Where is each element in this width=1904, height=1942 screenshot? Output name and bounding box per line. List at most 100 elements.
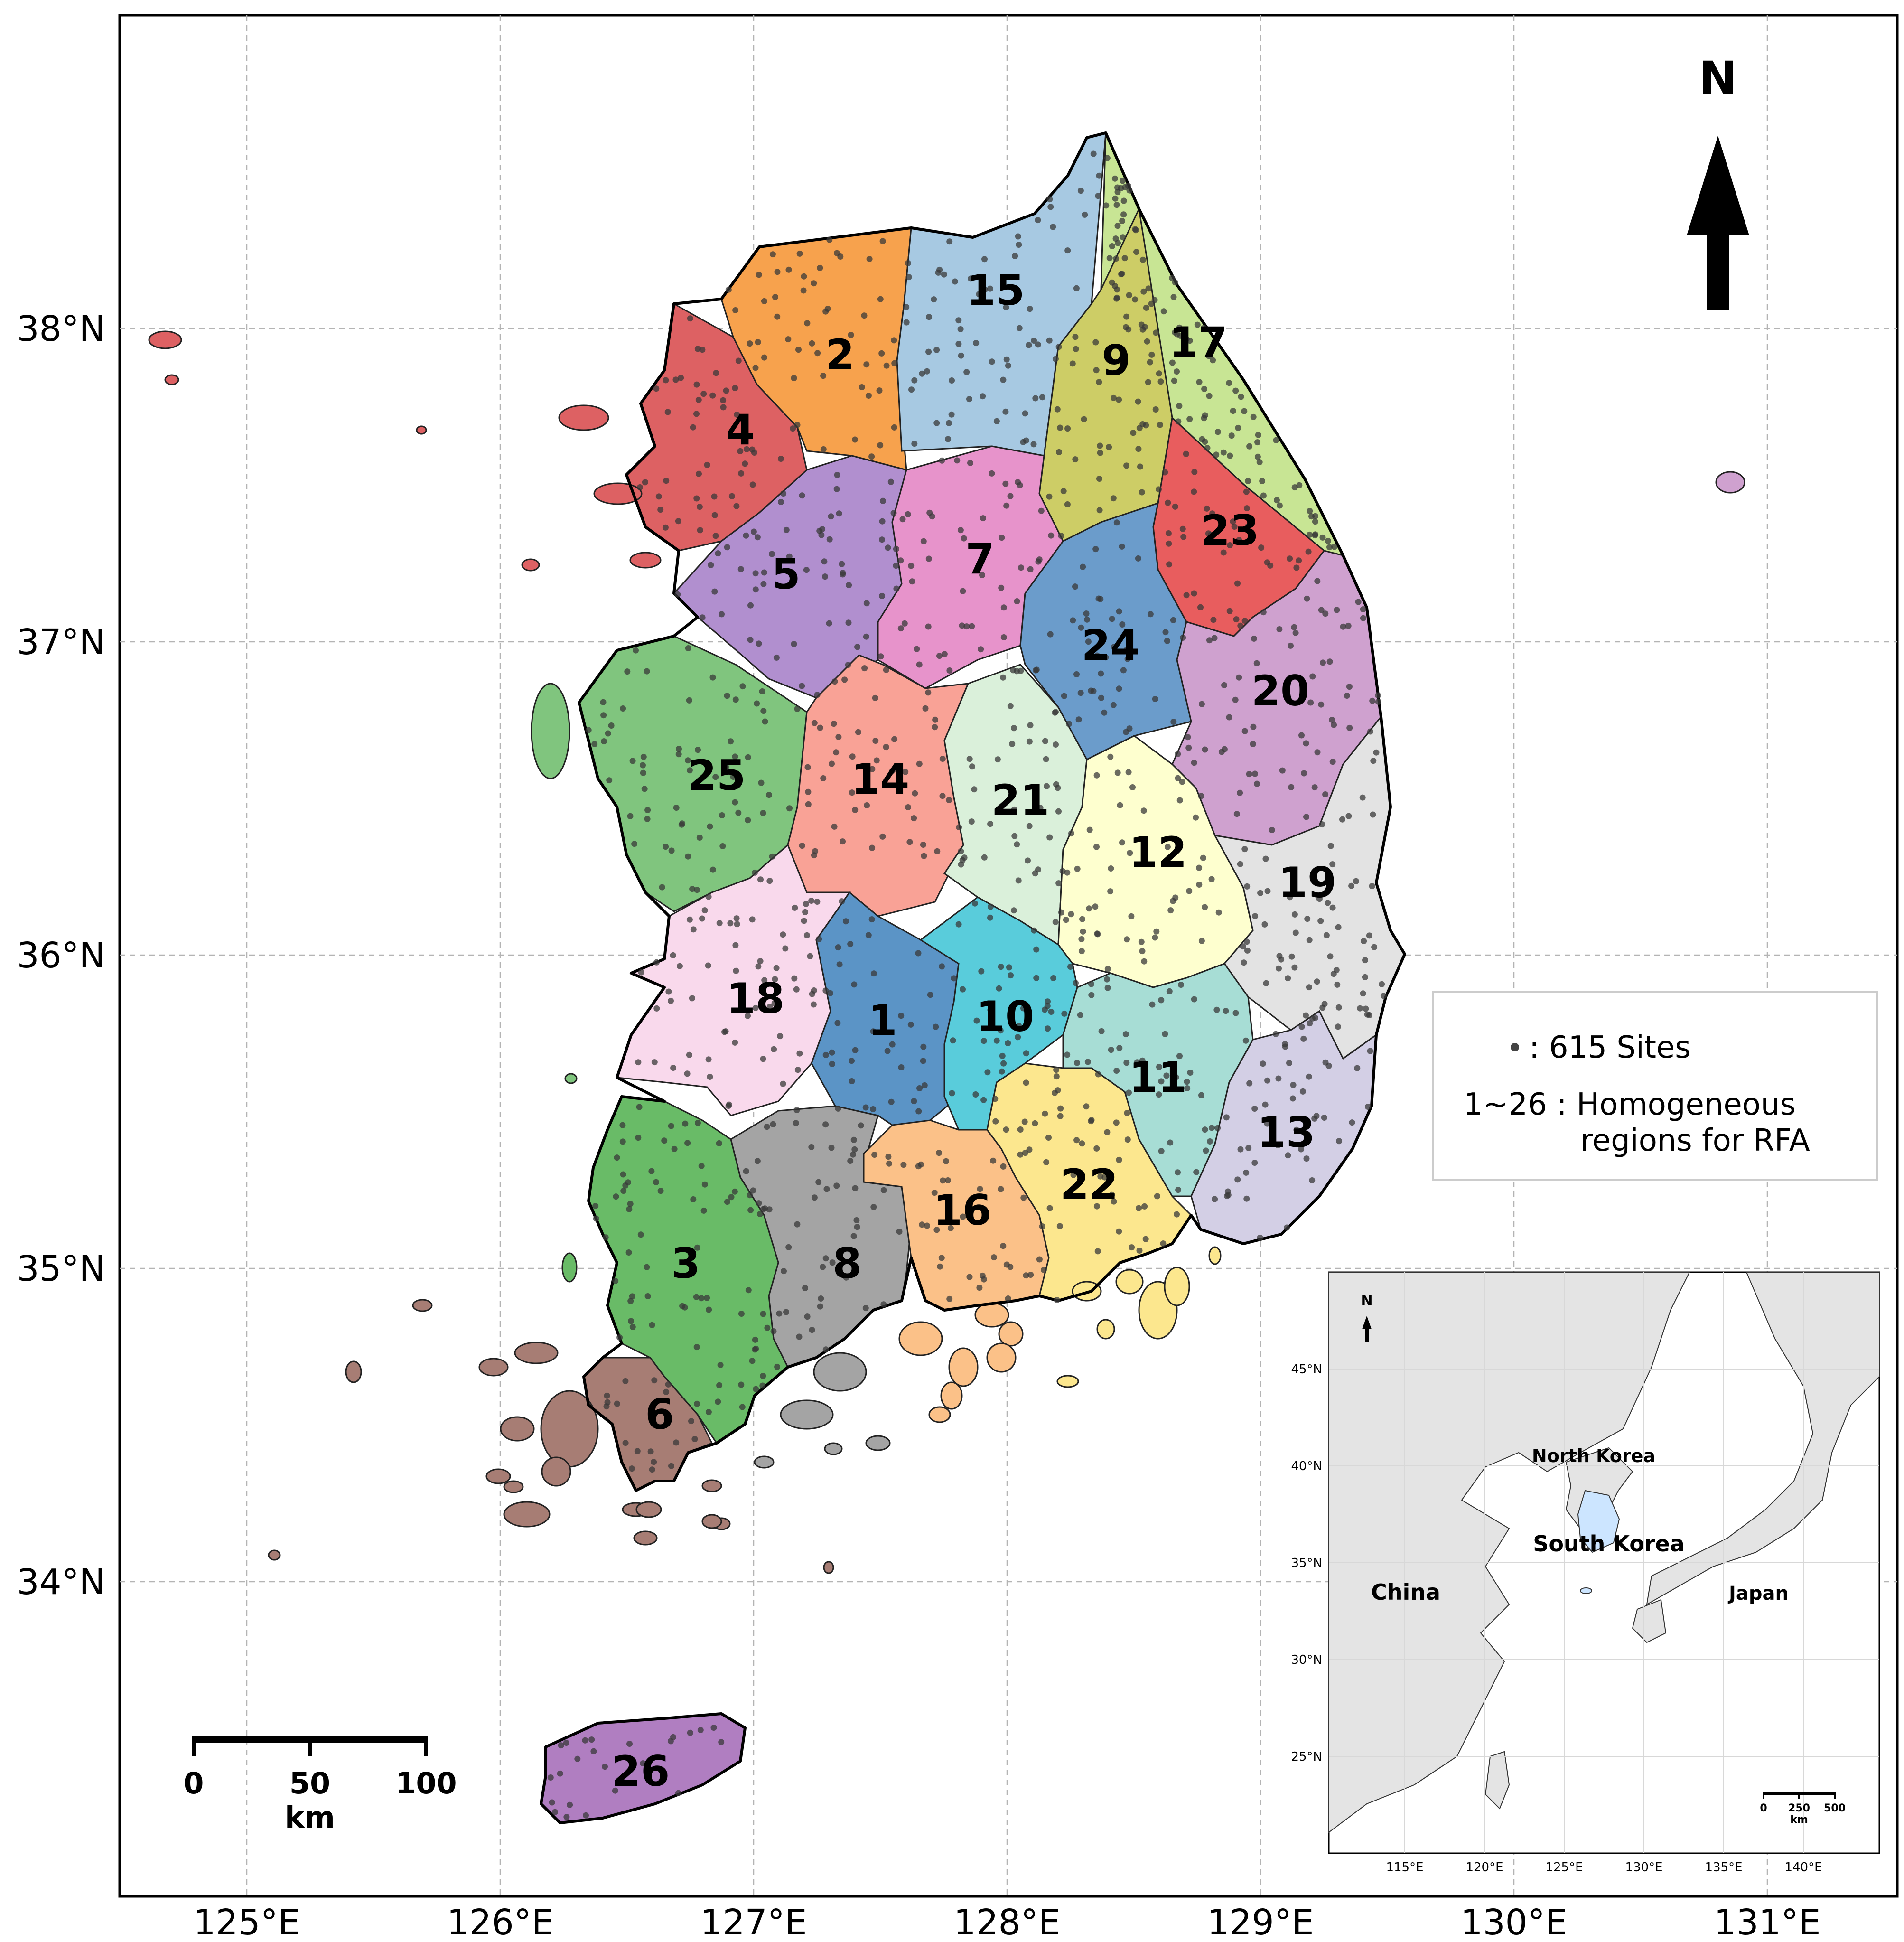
region-label-13: 13 (1257, 1108, 1315, 1157)
site-marker (705, 1409, 712, 1416)
site-marker (635, 1135, 642, 1141)
site-marker (1023, 437, 1029, 444)
site-marker (780, 490, 787, 497)
site-marker (749, 446, 756, 453)
site-marker (793, 986, 800, 993)
site-marker (1250, 413, 1257, 420)
site-marker (993, 418, 1000, 424)
region-labels: 1 2 3 4 5 6 7 8 9 10 11 12 13 14 15 16 1… (612, 266, 1336, 1796)
site-marker (1162, 1031, 1168, 1037)
site-marker (839, 561, 845, 567)
site-marker (1194, 321, 1201, 328)
site-marker (686, 697, 692, 704)
site-marker (678, 375, 684, 381)
site-marker (837, 253, 844, 260)
site-marker (1152, 406, 1159, 413)
site-marker (724, 693, 730, 699)
site-marker (1213, 1006, 1220, 1013)
site-marker (878, 350, 885, 357)
site-marker (1291, 964, 1298, 971)
site-marker (1097, 596, 1104, 602)
site-marker (1233, 616, 1240, 623)
site-marker (1257, 1234, 1263, 1241)
site-marker (1291, 911, 1298, 918)
site-marker (1104, 1129, 1111, 1135)
site-marker (1112, 283, 1119, 290)
site-marker (710, 1725, 717, 1731)
site-marker (1323, 932, 1330, 938)
site-marker (1126, 1089, 1132, 1096)
region-label-4: 4 (726, 405, 755, 454)
site-marker (1000, 1060, 1007, 1067)
site-marker (1303, 1155, 1310, 1162)
region-label-10: 10 (976, 992, 1034, 1041)
site-marker (810, 1001, 817, 1008)
site-marker (1349, 1119, 1355, 1126)
site-marker (1080, 928, 1086, 935)
site-marker (1052, 709, 1058, 716)
site-marker (743, 532, 749, 539)
site-marker (941, 651, 948, 657)
site-marker (1201, 385, 1208, 392)
site-marker (1353, 878, 1359, 884)
site-marker (1039, 1223, 1045, 1229)
site-marker (833, 486, 840, 492)
site-marker (682, 1120, 689, 1127)
site-marker (1292, 929, 1299, 936)
site-marker (1226, 714, 1232, 721)
site-marker (674, 591, 681, 598)
x-tick-label: 128°E (954, 1902, 1061, 1942)
site-marker (687, 1729, 693, 1736)
x-axis-labels: 125°E 126°E 127°E 128°E 129°E 130°E 131°… (194, 1902, 1821, 1942)
site-marker (799, 683, 805, 689)
site-marker (851, 981, 858, 988)
site-marker (879, 518, 886, 525)
site-marker (1092, 903, 1099, 910)
site-marker (1179, 779, 1185, 785)
site-marker (891, 736, 898, 742)
site-marker (1240, 943, 1246, 950)
site-marker (822, 573, 828, 580)
site-marker (781, 1268, 787, 1275)
site-marker (1027, 566, 1034, 572)
site-marker (1005, 1040, 1011, 1046)
site-marker (718, 1739, 725, 1745)
site-marker (1080, 563, 1086, 570)
site-marker (805, 801, 812, 807)
site-marker (760, 1311, 766, 1317)
site-marker (1312, 531, 1319, 538)
site-marker (821, 558, 828, 565)
site-marker (1021, 1118, 1028, 1125)
site-marker (1017, 1151, 1024, 1158)
site-marker (1037, 805, 1044, 811)
site-marker (889, 768, 896, 774)
site-marker (864, 802, 870, 808)
site-marker (754, 700, 760, 707)
site-marker (627, 813, 634, 819)
region-label-11: 11 (1129, 1053, 1187, 1102)
site-marker (1054, 1297, 1060, 1303)
site-marker (1106, 255, 1113, 262)
site-marker (863, 361, 870, 368)
site-marker (1006, 964, 1012, 971)
site-marker (936, 1150, 943, 1156)
site-marker (749, 916, 756, 923)
site-marker (808, 898, 815, 904)
site-marker (715, 1398, 721, 1405)
site-marker (1292, 629, 1299, 636)
site-marker (1208, 1125, 1215, 1131)
site-marker (1156, 486, 1162, 493)
site-marker (1185, 734, 1191, 741)
site-marker (1167, 907, 1174, 914)
site-marker (1090, 150, 1097, 157)
site-marker (949, 377, 955, 384)
site-marker (1092, 339, 1099, 346)
inset-lon-label: 135°E (1705, 1860, 1742, 1875)
site-marker (665, 1381, 672, 1388)
site-marker (933, 347, 940, 353)
site-marker (1334, 607, 1340, 613)
site-marker (1237, 622, 1244, 629)
region-label-20: 20 (1251, 666, 1309, 715)
site-marker (938, 1255, 945, 1261)
site-marker (1088, 992, 1095, 998)
